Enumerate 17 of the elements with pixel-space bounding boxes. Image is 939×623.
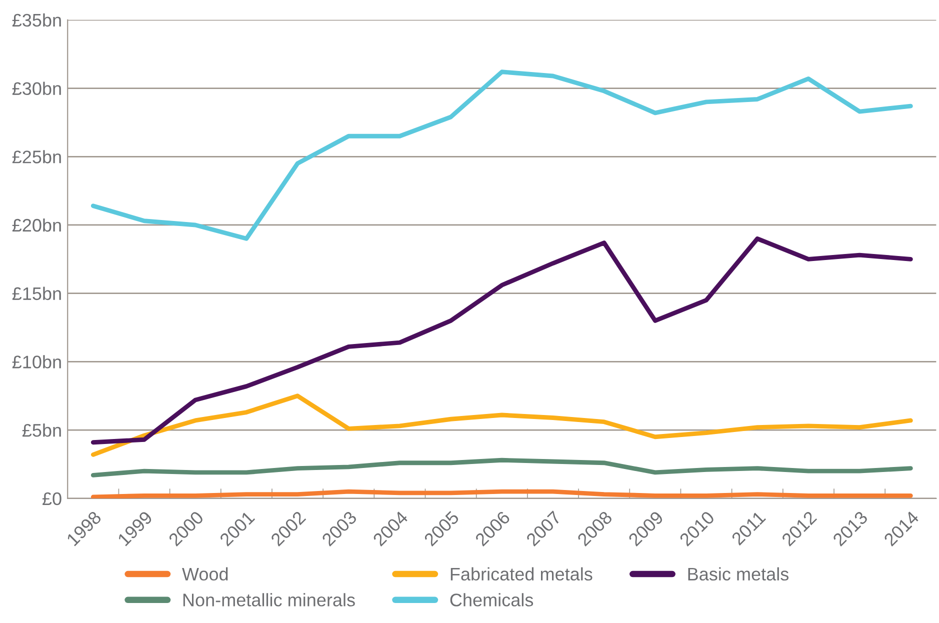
y-tick-label: £5bn <box>22 424 61 437</box>
line-series <box>90 70 913 241</box>
y-tick-label: £15bn <box>12 286 61 300</box>
legend-label: Basic metals <box>688 567 788 581</box>
y-tick-label: £0 <box>42 492 62 506</box>
y-tick-label: £10bn <box>12 355 61 368</box>
legend-label: Wood <box>182 567 228 581</box>
legend-label: Chemicals <box>450 593 534 606</box>
legend-label: Fabricated metals <box>450 567 592 581</box>
y-tick-label: £35bn <box>12 13 61 27</box>
line-series <box>90 394 913 457</box>
y-tick-label: £25bn <box>12 150 61 164</box>
line-series <box>90 236 913 445</box>
y-tick-label: £30bn <box>12 82 61 96</box>
legend-label: Non-metallic minerals <box>183 593 355 606</box>
y-tick-label: £20bn <box>12 218 61 232</box>
line-series <box>90 458 913 478</box>
